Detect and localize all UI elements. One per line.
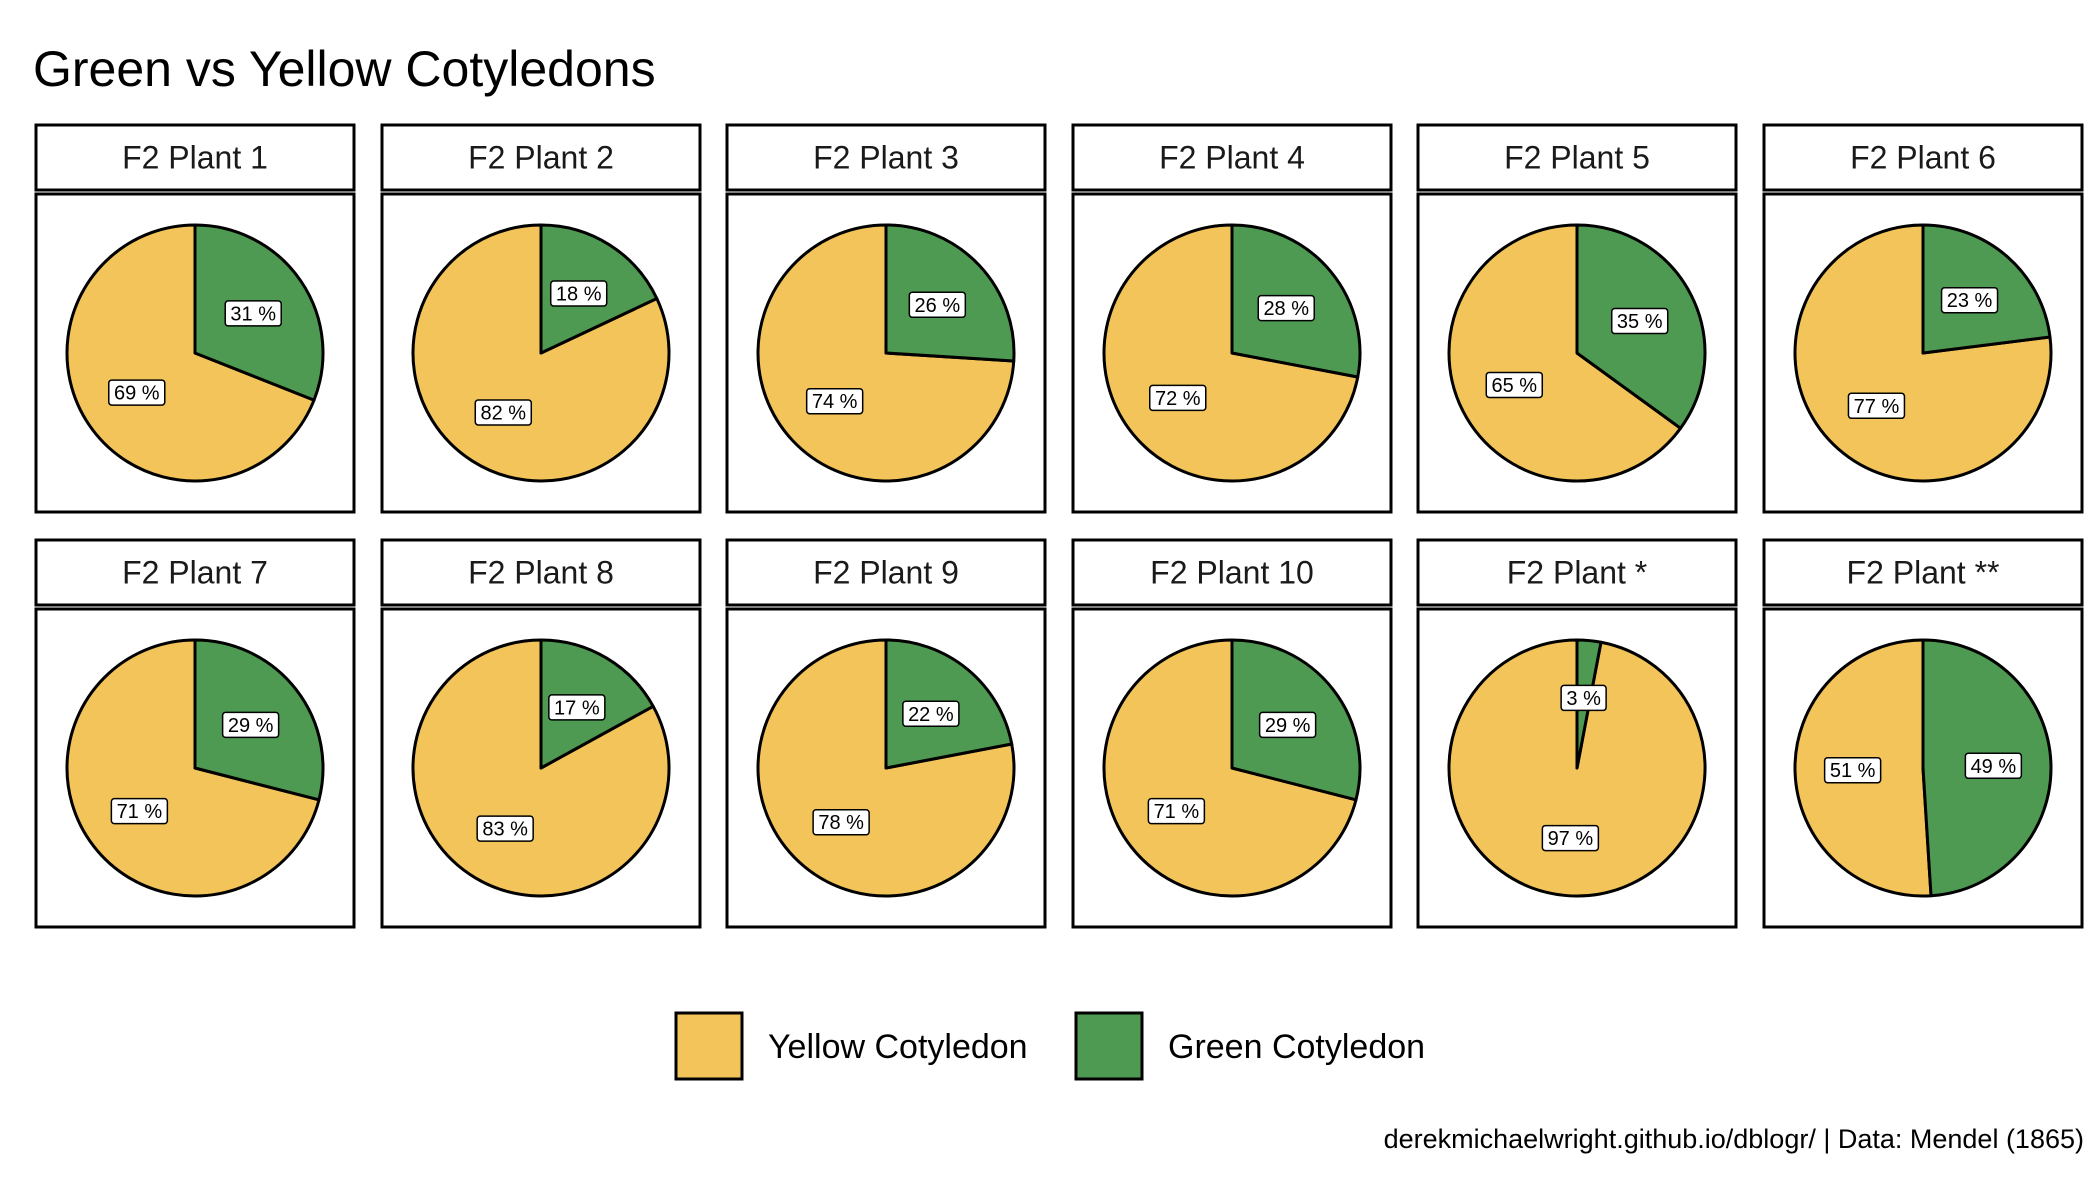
panel-f2-plant-7: F2 Plant 7 29 % 71 %	[34, 538, 356, 929]
panel-f2-plant-3: F2 Plant 3 26 % 74 %	[725, 123, 1047, 514]
label-box-green-f2-plant-9	[902, 700, 960, 728]
label-box-green-f2-plant-double-star	[1964, 752, 2023, 780]
label-green-f2-plant-6: 23 %	[1947, 290, 1993, 312]
label-box-yellow-f2-plant-8	[476, 815, 534, 842]
strip-f2-plant-7	[34, 538, 356, 607]
strip-f2-plant-9	[725, 538, 1047, 607]
label-box-green-f2-plant-1	[224, 300, 282, 327]
strip-label-f2-plant-2: F2 Plant 2	[468, 140, 614, 176]
label-box-green-f2-plant-3	[908, 291, 967, 319]
panel-f2-plant-8: F2 Plant 8 17 % 83 %	[380, 538, 702, 929]
strip-f2-plant-1	[34, 123, 356, 192]
chart-title: Green vs Yellow Cotyledons	[33, 41, 656, 97]
strip-f2-plant-10	[1071, 538, 1393, 607]
strip-f2-plant-2	[380, 123, 702, 192]
label-yellow-f2-plant-6: 77 %	[1854, 396, 1900, 418]
panel-f2-plant-4: F2 Plant 4 28 % 72 %	[1071, 123, 1393, 514]
label-box-yellow-f2-plant-6	[1847, 392, 1906, 420]
label-green-f2-plant-7: 29 %	[228, 715, 274, 737]
panel-f2-plant-9: F2 Plant 9 22 % 78 %	[725, 538, 1047, 929]
panel-f2-plant-star: F2 Plant * 3 % 97 %	[1416, 538, 1738, 929]
panel-f2-plant-double-star: F2 Plant ** 49 % 51 %	[1762, 538, 2084, 929]
facet-panels: F2 Plant 131 %69 %F2 Plant 218 %82 %F2 P…	[34, 123, 2084, 929]
panel-f2-plant-2: F2 Plant 2 18 % 82 %	[380, 123, 702, 514]
label-box-yellow-f2-plant-2	[474, 399, 533, 426]
label-yellow-f2-plant-4: 72 %	[1155, 388, 1201, 410]
label-yellow-f2-plant-7: 71 %	[117, 801, 163, 823]
strip-f2-plant-6	[1762, 123, 2084, 192]
label-yellow-f2-plant-2: 82 %	[480, 402, 526, 424]
label-box-green-f2-plant-4	[1257, 294, 1315, 322]
strip-label-f2-plant-1: F2 Plant 1	[122, 140, 268, 176]
label-box-green-f2-plant-2	[549, 280, 608, 307]
label-box-yellow-f2-plant-4	[1149, 384, 1207, 412]
strip-f2-plant-star	[1416, 538, 1738, 607]
panel-f2-plant-5: F2 Plant 5 35 % 65 %	[1416, 123, 1738, 514]
label-box-yellow-f2-plant-double-star	[1823, 756, 1882, 784]
label-box-yellow-f2-plant-9	[812, 808, 870, 836]
panel-f2-plant-6: F2 Plant 6 23 % 77 %	[1762, 123, 2084, 514]
label-yellow-f2-plant-5: 65 %	[1491, 375, 1537, 397]
label-box-green-f2-plant-8	[548, 694, 606, 721]
label-yellow-f2-plant-3: 74 %	[812, 391, 858, 413]
label-yellow-f2-plant-star: 97 %	[1548, 828, 1594, 850]
strip-label-f2-plant-6: F2 Plant 6	[1850, 140, 1996, 176]
strip-label-f2-plant-8: F2 Plant 8	[468, 555, 614, 591]
label-green-f2-plant-2: 18 %	[556, 284, 602, 306]
slice-yellow-f2-plant-5	[1447, 223, 1683, 483]
strip-f2-plant-3	[725, 123, 1047, 192]
slice-yellow-f2-plant-1	[65, 223, 316, 483]
strip-f2-plant-5	[1416, 123, 1738, 192]
strip-label-f2-plant-4: F2 Plant 4	[1159, 140, 1305, 176]
strip-label-f2-plant-3: F2 Plant 3	[813, 140, 959, 176]
label-box-green-f2-plant-6	[1940, 286, 1999, 314]
slice-yellow-f2-plant-7	[65, 638, 321, 898]
label-box-yellow-f2-plant-star	[1541, 824, 1600, 852]
legend-label-green-cotyledon: Green Cotyledon	[1168, 1028, 1425, 1066]
label-green-f2-plant-4: 28 %	[1263, 298, 1309, 320]
label-box-yellow-f2-plant-7	[110, 797, 169, 825]
label-box-yellow-f2-plant-5	[1485, 371, 1544, 399]
slice-yellow-f2-plant-10	[1102, 638, 1358, 898]
label-box-green-f2-plant-7	[221, 711, 280, 739]
legend-key-yellow-cotyledon	[674, 1011, 744, 1081]
strip-label-f2-plant-9: F2 Plant 9	[813, 555, 959, 591]
chart-caption: derekmichaelwright.github.io/dblogr/ | D…	[1384, 1124, 2084, 1154]
strip-f2-plant-8	[380, 538, 702, 607]
label-green-f2-plant-1: 31 %	[230, 303, 276, 325]
strip-label-f2-plant-10: F2 Plant 10	[1150, 555, 1314, 591]
strip-f2-plant-double-star	[1762, 538, 2084, 607]
legend-key-green-cotyledon	[1074, 1011, 1144, 1081]
panel-f2-plant-10: F2 Plant 10 29 % 71 %	[1071, 538, 1393, 929]
label-box-green-f2-plant-5	[1610, 307, 1669, 335]
label-green-f2-plant-3: 26 %	[915, 295, 961, 317]
strip-label-f2-plant-star: F2 Plant *	[1507, 555, 1648, 591]
label-green-f2-plant-10: 29 %	[1265, 715, 1311, 737]
label-yellow-f2-plant-1: 69 %	[114, 383, 160, 405]
legend-label-yellow-cotyledon: Yellow Cotyledon	[768, 1028, 1028, 1066]
label-yellow-f2-plant-8: 83 %	[482, 819, 528, 841]
label-green-f2-plant-9: 22 %	[908, 704, 954, 726]
label-yellow-f2-plant-10: 71 %	[1154, 801, 1200, 823]
label-green-f2-plant-double-star: 49 %	[1971, 756, 2017, 778]
strip-label-f2-plant-double-star: F2 Plant **	[1847, 555, 2000, 591]
strip-label-f2-plant-5: F2 Plant 5	[1504, 140, 1650, 176]
label-box-yellow-f2-plant-1	[108, 379, 166, 406]
strip-label-f2-plant-7: F2 Plant 7	[122, 555, 268, 591]
label-box-yellow-f2-plant-3	[805, 387, 864, 415]
strip-f2-plant-4	[1071, 123, 1393, 192]
label-green-f2-plant-8: 17 %	[554, 697, 600, 719]
label-green-f2-plant-star: 3 %	[1566, 688, 1601, 710]
label-green-f2-plant-5: 35 %	[1617, 311, 1663, 333]
label-box-yellow-f2-plant-10	[1147, 797, 1206, 825]
legend: Yellow Cotyledon Green Cotyledon	[674, 1011, 1425, 1081]
label-box-green-f2-plant-10	[1258, 711, 1317, 739]
label-yellow-f2-plant-9: 78 %	[818, 812, 864, 834]
label-yellow-f2-plant-double-star: 51 %	[1830, 760, 1876, 782]
panel-f2-plant-1: F2 Plant 1 31 % 69 %	[34, 123, 356, 514]
label-box-green-f2-plant-star	[1560, 684, 1607, 712]
